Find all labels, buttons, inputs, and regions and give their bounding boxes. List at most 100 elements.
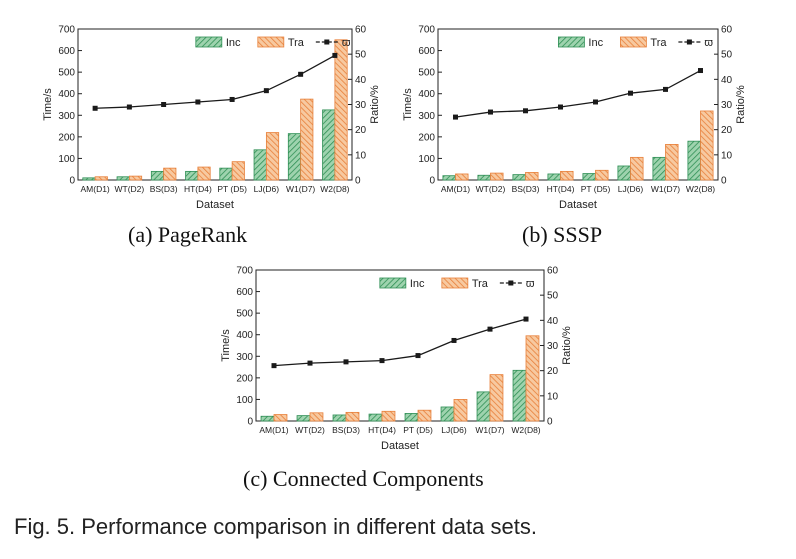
- bar-tra: [163, 167, 177, 181]
- y-tick-label: 0: [69, 176, 75, 187]
- x-tick-label: AM(D1): [441, 184, 470, 194]
- caption-sssp: (b) SSSP: [522, 222, 603, 247]
- bar-tra: [265, 132, 280, 181]
- legend-tra-swatch: [441, 277, 469, 289]
- bar-tra: [231, 161, 245, 181]
- bar-inc: [440, 406, 455, 422]
- y-tick-label: 200: [236, 373, 253, 384]
- bar-inc: [253, 149, 267, 181]
- y-tick-label: 500: [418, 68, 435, 79]
- y2-tick-label: 40: [355, 75, 367, 86]
- y-tick-label: 200: [58, 132, 75, 143]
- legend-inc-label: Inc: [588, 37, 603, 49]
- bar-tra: [595, 169, 609, 181]
- x-tick-label: WT(D2): [115, 184, 145, 194]
- bar-tra: [455, 173, 469, 181]
- x-tick-label: BS(D3): [150, 184, 178, 194]
- ratio-point: [488, 109, 493, 115]
- bar-tra: [700, 110, 714, 181]
- bar-inc: [332, 414, 347, 422]
- bar-inc: [116, 176, 130, 181]
- x-tick-label: PT (D5): [581, 184, 611, 194]
- x-tick-label: W1(D7): [651, 184, 680, 194]
- x-tick-label: BS(D3): [512, 184, 540, 194]
- bar-tra: [490, 172, 504, 181]
- ratio-point: [271, 363, 277, 369]
- ratio-point: [628, 90, 633, 96]
- ratio-point: [343, 359, 349, 365]
- y2-tick-label: 0: [355, 176, 361, 187]
- bar-tra: [381, 410, 396, 422]
- ratio-point: [332, 52, 338, 58]
- y2-tick-label: 10: [355, 150, 367, 161]
- x-tick-label: AM(D1): [259, 425, 288, 435]
- y-tick-label: 100: [236, 395, 253, 406]
- bar-tra: [489, 374, 504, 422]
- ratio-point: [379, 358, 385, 364]
- y2-tick-label: 60: [547, 266, 559, 277]
- ratio-point: [698, 68, 703, 74]
- bar-inc: [296, 415, 311, 422]
- y2-tick-label: 20: [355, 125, 367, 136]
- y-tick-label: 0: [429, 176, 435, 187]
- ratio-point: [663, 86, 668, 92]
- legend-tra-label: Tra: [472, 278, 489, 290]
- x-tick-label: BS(D3): [332, 425, 360, 435]
- ratio-point: [558, 104, 563, 110]
- ratio-point: [126, 104, 132, 110]
- y2-tick-label: 50: [355, 50, 367, 61]
- bar-inc: [582, 173, 596, 181]
- legend-ratio-label: ϖ: [704, 37, 713, 49]
- ratio-line: [455, 69, 701, 118]
- y2-tick-label: 10: [547, 391, 559, 402]
- legend-inc-swatch: [195, 36, 223, 48]
- x-axis-title: Dataset: [196, 199, 234, 211]
- y2-axis-title: Ratio/%: [735, 85, 747, 124]
- pagerank-chart: 0 100 200 300 400 500 600 700 0 10 20 30 40 50 60 Time/…: [42, 25, 381, 212]
- x-tick-label: W1(D7): [286, 184, 315, 194]
- ratio-point: [593, 99, 598, 105]
- bar-inc: [219, 167, 233, 181]
- bar-inc: [442, 175, 456, 181]
- y-tick-label: 200: [418, 132, 435, 143]
- ratio-point: [298, 71, 304, 77]
- x-axis-title: Dataset: [559, 199, 597, 211]
- legend-tra-label: Tra: [650, 37, 667, 49]
- legend-ratio-label: ϖ: [342, 37, 351, 49]
- bar-tra: [300, 98, 314, 181]
- x-tick-label: AM(D1): [80, 184, 109, 194]
- legend-ratio-marker: [324, 39, 330, 45]
- y2-tick-label: 0: [547, 417, 553, 428]
- connected-components-chart: 0 100 200 300 400 500 600 700 0 10 20 30 40 50 60 Time/…: [220, 266, 573, 453]
- x-tick-label: LJ(D6): [618, 184, 644, 194]
- x-axis-title: Dataset: [381, 440, 419, 452]
- y-tick-label: 0: [247, 417, 253, 428]
- caption-connected-components: (c) Connected Components: [243, 466, 484, 491]
- y-tick-label: 700: [418, 25, 435, 36]
- y-tick-label: 400: [418, 89, 435, 100]
- bar-tra: [128, 175, 143, 181]
- x-tick-label: LJ(D6): [441, 425, 467, 435]
- y-axis-title: Time/s: [42, 88, 54, 121]
- y2-tick-label: 30: [721, 100, 733, 111]
- legend-tra-swatch: [619, 36, 647, 48]
- bar-inc: [512, 369, 527, 422]
- legend-ratio-marker: [508, 280, 514, 286]
- y2-tick-label: 30: [355, 100, 367, 111]
- y-tick-label: 300: [236, 352, 253, 363]
- bar-tra: [417, 409, 432, 422]
- ratio-line: [95, 54, 336, 109]
- bar-tra: [309, 412, 324, 422]
- bar-inc: [652, 156, 666, 181]
- bar-inc: [150, 170, 165, 181]
- bar-tra: [197, 166, 211, 181]
- y-tick-label: 400: [236, 330, 253, 341]
- y-tick-label: 100: [418, 154, 435, 165]
- bar-inc: [547, 173, 561, 181]
- bar-inc: [185, 170, 199, 181]
- y-tick-label: 500: [58, 68, 75, 79]
- ratio-point: [161, 102, 167, 107]
- y2-tick-label: 30: [547, 341, 559, 352]
- y-tick-label: 100: [58, 154, 75, 165]
- bar-tra: [560, 170, 574, 181]
